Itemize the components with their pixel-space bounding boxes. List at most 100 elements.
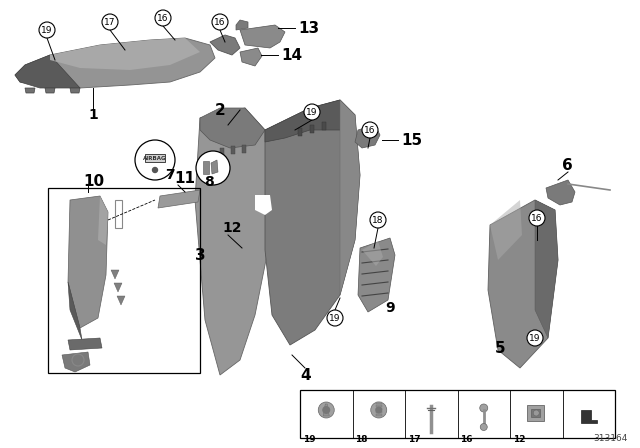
Polygon shape	[15, 38, 215, 88]
Circle shape	[327, 310, 343, 326]
Polygon shape	[376, 408, 381, 410]
Circle shape	[212, 14, 228, 30]
Polygon shape	[240, 48, 262, 66]
Text: 15: 15	[401, 133, 422, 147]
Circle shape	[527, 330, 543, 346]
Circle shape	[371, 402, 387, 418]
Polygon shape	[220, 148, 224, 156]
Circle shape	[529, 210, 545, 226]
Polygon shape	[265, 100, 355, 142]
Text: 313164: 313164	[594, 434, 628, 443]
Polygon shape	[231, 146, 235, 154]
Text: 16: 16	[531, 214, 543, 223]
Polygon shape	[70, 88, 80, 93]
Text: 1: 1	[88, 108, 98, 122]
Text: 11: 11	[174, 171, 195, 185]
Text: 16: 16	[461, 435, 473, 444]
Text: 19: 19	[307, 108, 317, 116]
Polygon shape	[236, 20, 248, 30]
Circle shape	[533, 410, 540, 416]
Polygon shape	[322, 122, 326, 130]
Text: 9: 9	[385, 301, 395, 315]
Circle shape	[135, 140, 175, 180]
Polygon shape	[68, 196, 108, 328]
Circle shape	[196, 151, 230, 185]
Polygon shape	[210, 35, 240, 55]
Circle shape	[480, 423, 487, 431]
Polygon shape	[340, 100, 360, 295]
Text: 17: 17	[104, 17, 116, 26]
Polygon shape	[265, 100, 360, 345]
Polygon shape	[111, 270, 119, 279]
Text: 19: 19	[41, 26, 52, 34]
Bar	[48, 188, 200, 373]
Text: 16: 16	[214, 17, 226, 26]
Circle shape	[323, 406, 330, 414]
Circle shape	[362, 122, 378, 138]
Text: 8: 8	[204, 175, 214, 189]
Polygon shape	[546, 180, 575, 205]
Circle shape	[152, 168, 157, 172]
Bar	[300, 390, 615, 438]
Text: 12: 12	[513, 435, 525, 444]
Text: 12: 12	[222, 221, 241, 235]
Text: AIRBAG: AIRBAG	[143, 155, 167, 160]
Polygon shape	[376, 402, 381, 404]
Circle shape	[318, 402, 334, 418]
Polygon shape	[68, 282, 82, 340]
Polygon shape	[62, 352, 90, 372]
Polygon shape	[195, 108, 272, 375]
Polygon shape	[115, 200, 122, 228]
Circle shape	[304, 104, 320, 120]
Bar	[531, 409, 540, 417]
Polygon shape	[535, 200, 558, 338]
Polygon shape	[145, 154, 165, 162]
Polygon shape	[211, 160, 218, 174]
Text: 18: 18	[372, 215, 384, 224]
Text: 13: 13	[298, 21, 319, 35]
Polygon shape	[158, 190, 200, 208]
Polygon shape	[310, 125, 314, 133]
Text: 5: 5	[495, 340, 506, 356]
Circle shape	[102, 14, 118, 30]
Polygon shape	[98, 196, 108, 245]
Circle shape	[39, 22, 55, 38]
Polygon shape	[15, 55, 80, 88]
Text: 10: 10	[83, 173, 104, 189]
Polygon shape	[45, 88, 55, 93]
Text: 16: 16	[157, 13, 169, 22]
Polygon shape	[25, 88, 35, 93]
Polygon shape	[376, 414, 381, 416]
Polygon shape	[358, 238, 395, 312]
Polygon shape	[488, 200, 558, 368]
Text: 2: 2	[215, 103, 226, 117]
Polygon shape	[362, 241, 383, 266]
Text: 19: 19	[529, 333, 541, 343]
Bar	[527, 405, 544, 421]
Text: 6: 6	[562, 158, 573, 172]
Polygon shape	[50, 38, 200, 70]
Polygon shape	[490, 200, 522, 260]
Text: 3: 3	[195, 247, 205, 263]
Polygon shape	[376, 411, 381, 413]
Polygon shape	[255, 195, 272, 215]
Text: 17: 17	[408, 435, 420, 444]
Polygon shape	[376, 405, 381, 407]
Polygon shape	[355, 125, 380, 148]
Polygon shape	[580, 410, 596, 423]
Polygon shape	[200, 108, 265, 148]
Circle shape	[370, 212, 386, 228]
Polygon shape	[114, 283, 122, 292]
Polygon shape	[323, 404, 329, 416]
Circle shape	[480, 404, 488, 412]
Polygon shape	[298, 128, 302, 136]
Polygon shape	[240, 25, 285, 48]
Polygon shape	[203, 161, 209, 174]
Text: 18: 18	[355, 435, 368, 444]
Text: 19: 19	[303, 435, 316, 444]
Circle shape	[155, 10, 171, 26]
Text: 16: 16	[364, 125, 376, 134]
Circle shape	[375, 406, 382, 414]
Text: 19: 19	[329, 314, 340, 323]
Text: 14: 14	[281, 47, 302, 63]
